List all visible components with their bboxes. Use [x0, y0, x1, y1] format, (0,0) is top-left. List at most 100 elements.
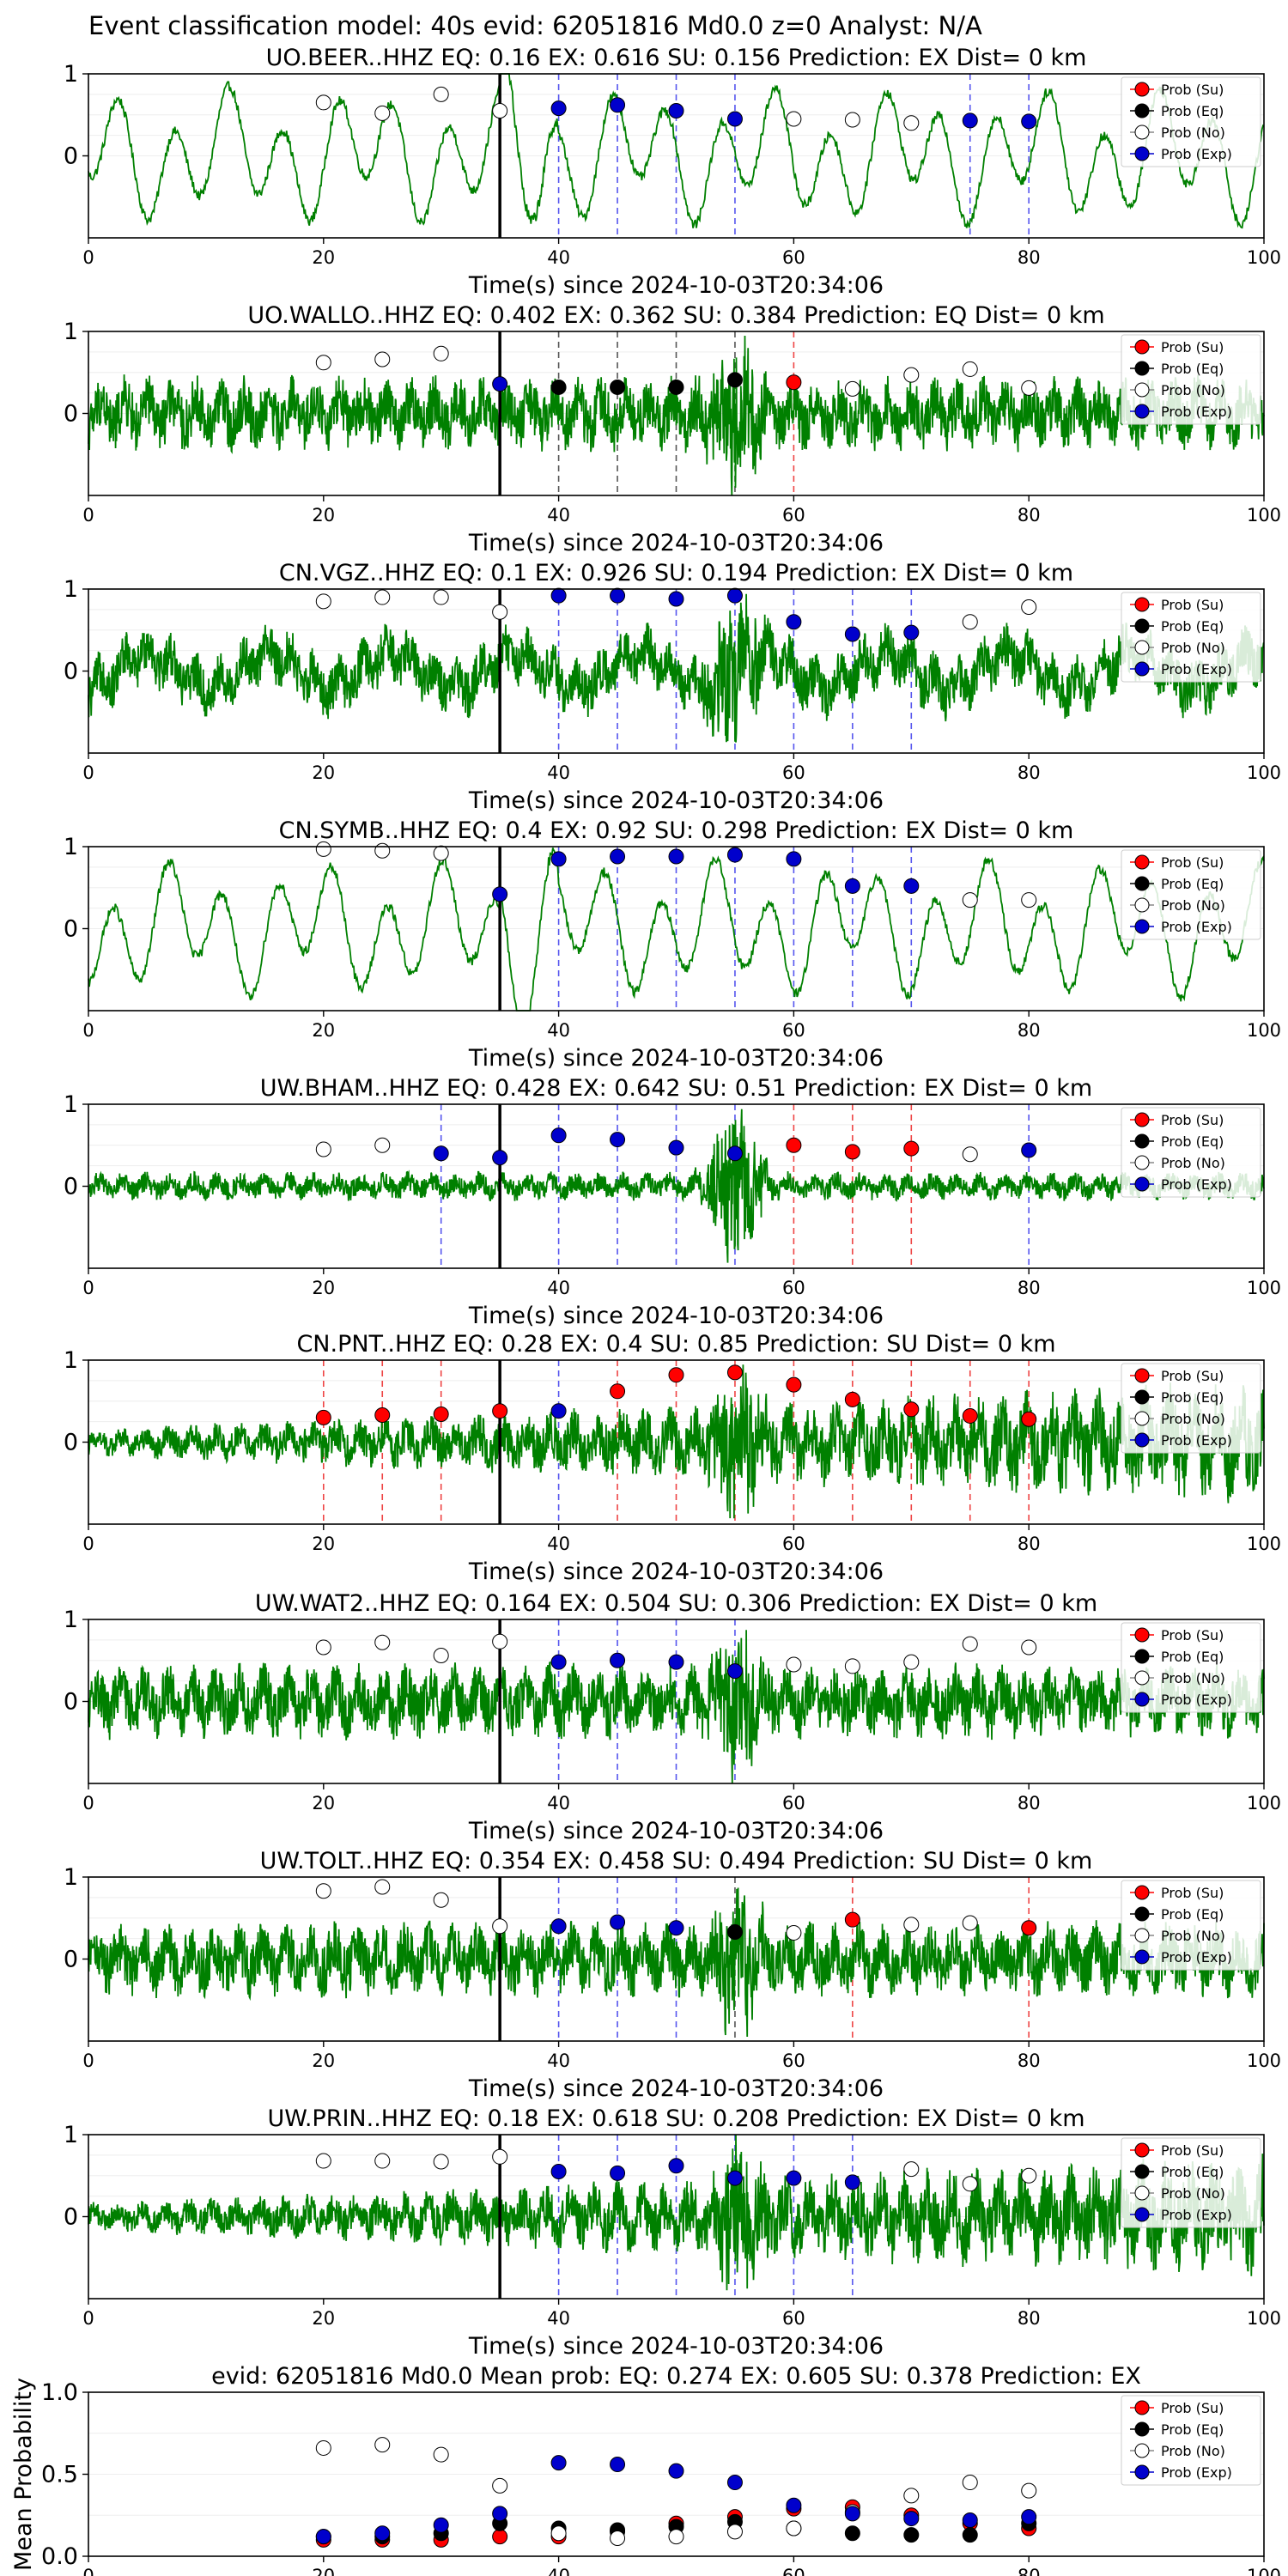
mean-marker-exp [844, 2506, 860, 2522]
legend-marker-exp [1134, 661, 1150, 677]
x-tick-label: 100 [1247, 2566, 1281, 2576]
prob-marker-exp [610, 587, 626, 604]
legend-marker-eq [1134, 361, 1150, 376]
prob-marker-no [374, 1634, 391, 1650]
x-axis-label: Time(s) since 2024-10-03T20:34:06 [468, 1045, 884, 1072]
prob-marker-no [315, 841, 331, 857]
mean-marker-no [315, 2439, 331, 2456]
legend-label-eq: Prob (Eq) [1161, 2164, 1224, 2180]
legend-label-su: Prob (Su) [1161, 854, 1224, 871]
mean-marker-exp [962, 2512, 978, 2528]
x-tick-label: 60 [782, 2566, 805, 2576]
mean-marker-exp [550, 2455, 567, 2471]
prob-marker-exp [610, 848, 626, 865]
legend-label-su: Prob (Su) [1161, 1368, 1224, 1384]
x-tick-label: 60 [782, 505, 805, 526]
prob-marker-no [315, 1883, 331, 1899]
prob-marker-exp [903, 624, 920, 641]
prob-marker-no [315, 593, 331, 610]
mean-marker-no [962, 2475, 978, 2491]
legend-marker-eq [1134, 1906, 1150, 1922]
panel-3: CN.VGZ..HHZ EQ: 0.1 EX: 0.926 SU: 0.194 … [64, 560, 1281, 814]
x-tick-label: 0 [82, 1020, 94, 1041]
panel-title: evid: 62051816 Md0.0 Mean prob: EQ: 0.27… [211, 2363, 1141, 2390]
waveform-trace [88, 593, 1265, 743]
prob-marker-exp [668, 1654, 684, 1670]
prob-marker-no [492, 604, 508, 620]
legend-label-exp: Prob (Exp) [1161, 661, 1232, 677]
y-tick-label: 1 [64, 1607, 78, 1633]
legend-marker-eq [1134, 2421, 1150, 2437]
prob-marker-exp [610, 1652, 626, 1668]
waveform-trace [88, 1630, 1265, 1784]
y-tick-label: 0 [64, 659, 78, 685]
y-tick-label: 0 [64, 1947, 78, 1973]
prob-marker-no [903, 115, 920, 131]
legend-marker-su [1134, 82, 1150, 97]
x-axis-label: Time(s) since 2024-10-03T20:34:06 [468, 2075, 884, 2102]
x-tick-label: 0 [82, 1534, 94, 1554]
waveform-trace [88, 73, 1265, 229]
x-tick-label: 40 [547, 762, 570, 783]
legend-box [1121, 1363, 1261, 1454]
prob-marker-su [726, 1364, 743, 1381]
prob-marker-su [668, 1367, 684, 1383]
prob-marker-no [903, 2161, 920, 2178]
prob-marker-exp [550, 2163, 567, 2179]
x-tick-label: 80 [1018, 1793, 1041, 1814]
prob-marker-exp [1021, 1142, 1037, 1158]
x-tick-label: 100 [1247, 1278, 1281, 1298]
panel-7: UW.WAT2..HHZ EQ: 0.164 EX: 0.504 SU: 0.3… [64, 1590, 1281, 1844]
prob-marker-su [786, 1137, 802, 1153]
prob-marker-exp [492, 376, 508, 392]
prob-marker-no [903, 367, 920, 383]
x-axis-label: Time(s) since 2024-10-03T20:34:06 [468, 2333, 884, 2360]
prob-marker-exp [433, 1145, 449, 1162]
prob-marker-no [786, 1924, 802, 1941]
panel-4: CN.SYMB..HHZ EQ: 0.4 EX: 0.92 SU: 0.298 … [64, 817, 1281, 1072]
prob-marker-no [1021, 380, 1037, 396]
mean-marker-eq [962, 2527, 978, 2543]
mean-marker-exp [315, 2529, 331, 2545]
legend-marker-no [1134, 2443, 1150, 2458]
prob-marker-no [315, 1639, 331, 1656]
prob-marker-no [786, 1656, 802, 1673]
prob-marker-no [962, 2176, 978, 2192]
x-tick-label: 40 [547, 2050, 570, 2071]
legend-marker-no [1134, 1411, 1150, 1426]
legend-label-no: Prob (No) [1161, 640, 1225, 656]
prob-marker-eq [550, 379, 567, 395]
prob-marker-exp [550, 1403, 567, 1419]
waveform-trace [88, 1109, 1265, 1263]
panel-6: CN.PNT..HHZ EQ: 0.28 EX: 0.4 SU: 0.85 Pr… [64, 1331, 1281, 1585]
legend-label-eq: Prob (Eq) [1161, 103, 1224, 119]
legend-marker-exp [1134, 146, 1150, 161]
y-tick-label: 1 [64, 1091, 78, 1118]
prob-marker-no [315, 94, 331, 111]
x-tick-label: 40 [547, 1793, 570, 1814]
mean-marker-exp [786, 2497, 802, 2513]
prob-marker-no [962, 361, 978, 377]
waveform-trace [88, 1364, 1265, 1519]
x-tick-label: 0 [82, 2308, 94, 2329]
y-tick-label: 0 [64, 1174, 78, 1200]
prob-marker-exp [726, 847, 743, 863]
legend-label-su: Prob (Su) [1161, 82, 1224, 98]
prob-marker-no [492, 102, 508, 118]
prob-marker-no [315, 2153, 331, 2169]
x-tick-label: 0 [82, 2566, 94, 2576]
prob-marker-no [315, 355, 331, 371]
prob-marker-su [1021, 1920, 1037, 1936]
legend-label-su: Prob (Su) [1161, 1627, 1224, 1643]
prob-marker-su [844, 1911, 860, 1928]
prob-marker-su [433, 1406, 449, 1423]
y-tick-label: 0 [64, 2204, 78, 2231]
legend-marker-su [1134, 2142, 1150, 2158]
legend-marker-no [1134, 382, 1150, 398]
y-axis-label: Mean Probability [10, 2378, 37, 2571]
x-tick-label: 0 [82, 505, 94, 526]
x-axis-label: Time(s) since 2024-10-03T20:34:06 [468, 1303, 884, 1329]
legend-marker-exp [1134, 919, 1150, 934]
prob-marker-eq [726, 1923, 743, 1940]
prob-marker-exp [550, 851, 567, 867]
